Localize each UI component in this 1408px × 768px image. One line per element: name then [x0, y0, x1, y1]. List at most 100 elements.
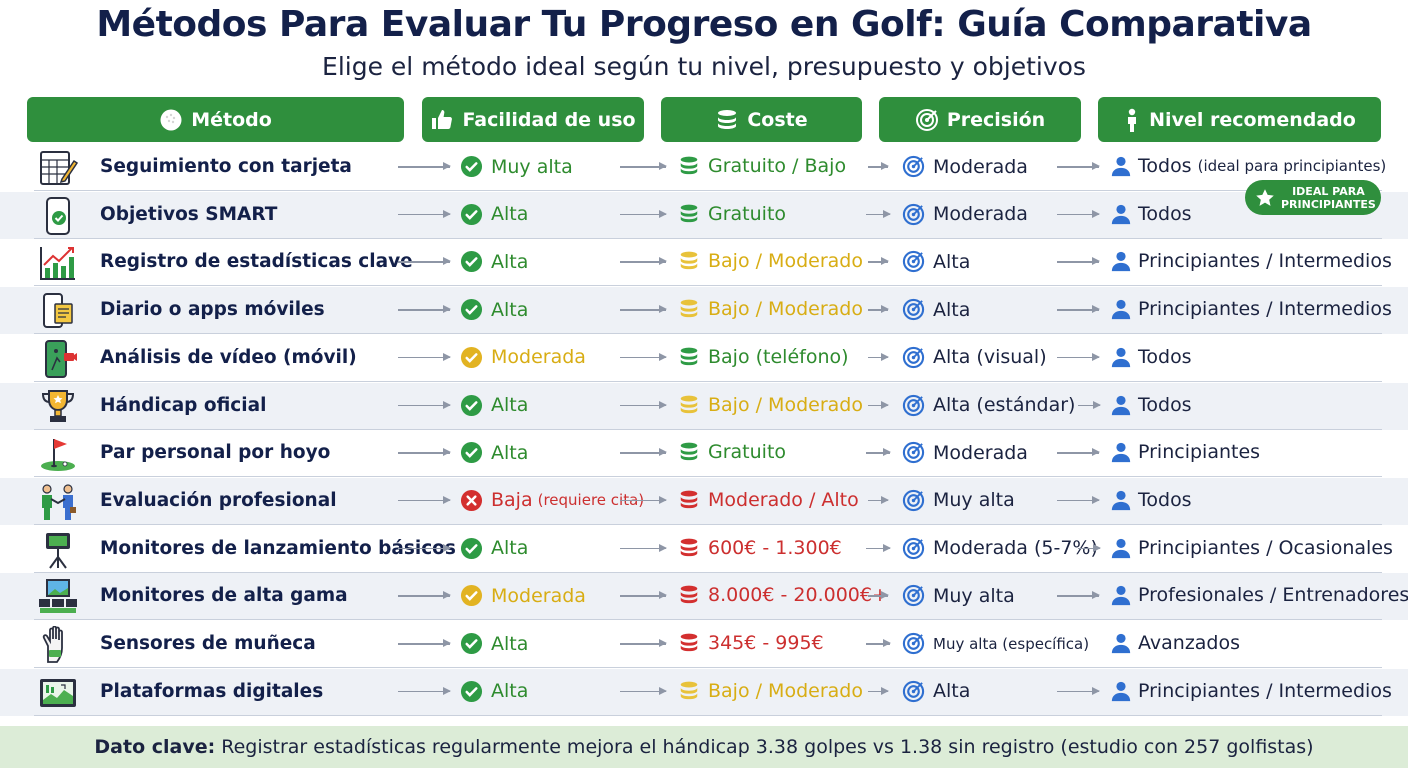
cost-cell: Bajo / Moderado	[678, 298, 863, 320]
arrow-icon	[866, 544, 891, 551]
cost-value: Moderado / Alto	[708, 488, 859, 511]
arrow-icon	[1057, 163, 1100, 169]
row-divider	[34, 619, 1382, 621]
method-name: Registro de estadísticas clave	[100, 251, 413, 273]
target-icon	[902, 203, 925, 225]
ease-value: Alta	[491, 680, 529, 703]
cost-value: Gratuito / Bajo	[708, 155, 847, 177]
key-fact-text: Registrar estadísticas regularmente mejo…	[221, 736, 1314, 758]
cost-cell: Gratuito	[678, 203, 786, 225]
precision-cell: Moderada (5-7%)	[902, 537, 1098, 560]
ease-cell: Moderada	[460, 346, 586, 369]
precision-cell: Alta (estándar)	[902, 394, 1075, 417]
arrow-icon	[620, 353, 667, 360]
bar-chart-growth-icon	[38, 244, 78, 282]
golf-ball-icon	[160, 109, 182, 130]
table-row: Hándicap oficial Alta Bajo / Moderado Alta …	[0, 382, 1408, 430]
precision-value: Alta	[933, 250, 971, 273]
ease-cell: Alta	[460, 441, 528, 464]
arrow-icon	[398, 544, 451, 551]
ease-cell: Alta	[460, 632, 528, 655]
precision-cell: Alta (visual)	[902, 346, 1047, 369]
arrow-icon	[868, 687, 889, 694]
header-method: Método	[27, 97, 404, 142]
arrow-icon	[1057, 306, 1100, 313]
arrow-icon	[1057, 210, 1100, 217]
cost-value: Bajo / Moderado	[708, 393, 863, 416]
arrow-icon	[398, 687, 451, 694]
arrow-icon	[620, 163, 667, 169]
arrow-icon	[620, 496, 667, 503]
level-value: Todos	[1138, 345, 1192, 368]
method-name: Monitores de alta gama	[100, 585, 348, 607]
arrow-icon	[1057, 449, 1100, 456]
coins-stack-icon	[718, 109, 737, 129]
person-icon	[1111, 299, 1131, 320]
ease-value: Moderada	[491, 584, 586, 607]
cost-value: Gratuito	[708, 202, 787, 225]
arrow-icon	[620, 210, 667, 217]
target-icon	[902, 442, 925, 464]
table-row: Par personal por hoyo Alta Gratuito Moderad…	[0, 430, 1408, 478]
coins-stack-icon	[680, 490, 698, 509]
coins-stack-icon	[680, 156, 698, 175]
header-level: Nivel recomendado	[1098, 97, 1381, 142]
level-cell: Profesionales / Entrenadores	[1110, 584, 1408, 606]
precision-value: Alta (visual)	[933, 346, 1047, 369]
coins-stack-icon	[680, 633, 698, 652]
person-icon	[1111, 538, 1131, 558]
level-value: Avanzados	[1138, 632, 1241, 654]
phone-notebook-icon	[38, 292, 78, 330]
coins-stack-icon	[680, 299, 698, 318]
person-icon	[1111, 156, 1131, 177]
check-circle-icon	[460, 155, 483, 178]
level-cell: Principiantes / Intermedios	[1110, 680, 1392, 702]
person-icon	[1111, 681, 1131, 701]
ease-cell: Muy alta	[460, 155, 573, 178]
thumbs-up-icon	[432, 109, 453, 129]
check-circle-icon	[460, 251, 483, 273]
smartphone-check-icon	[38, 196, 78, 235]
key-fact-banner: Dato clave: Registrar estadísticas regul…	[0, 726, 1408, 768]
golf-glove-icon	[38, 625, 78, 664]
ease-cell: Alta	[460, 298, 528, 321]
arrow-icon	[620, 687, 667, 694]
arrow-icon	[620, 401, 667, 408]
target-icon	[902, 251, 925, 273]
precision-cell: Alta	[902, 298, 970, 321]
arrow-icon	[868, 353, 889, 360]
arrow-icon	[1057, 687, 1100, 694]
ease-value: Alta	[491, 632, 529, 655]
ease-value: Alta	[491, 394, 529, 416]
cost-value: 345€ - 995€	[708, 632, 824, 654]
level-value: Principiantes / Intermedios	[1138, 298, 1392, 321]
badge-line-1: IDEAL PARA	[1292, 184, 1365, 198]
table-row: Análisis de vídeo (móvil) Moderada Bajo (t…	[0, 335, 1408, 382]
trophy-icon	[38, 388, 78, 426]
precision-cell: Moderada	[902, 441, 1028, 464]
arrow-icon	[868, 258, 889, 265]
ease-cell: Alta	[460, 680, 528, 703]
level-cell: Principiantes / Intermedios	[1110, 298, 1392, 320]
cost-cell: Bajo (teléfono)	[678, 346, 849, 368]
cost-cell: Bajo / Moderado	[678, 680, 863, 702]
arrow-icon	[1078, 544, 1101, 551]
cost-cell: 8.000€ - 20.000€+	[678, 584, 888, 606]
ease-note: (requiere cita)	[537, 491, 645, 510]
cost-value: 600€ - 1.300€	[708, 536, 842, 559]
arrow-icon	[620, 306, 667, 313]
table-row: Registro de estadísticas clave Alta Bajo /…	[0, 239, 1408, 287]
level-cell: Todos	[1110, 346, 1192, 368]
arrow-icon	[398, 496, 451, 503]
coins-stack-icon	[680, 442, 698, 461]
arrow-icon	[868, 306, 889, 313]
check-circle-icon	[460, 585, 483, 607]
target-icon	[902, 346, 925, 368]
precision-value: Alta	[933, 680, 971, 703]
precision-value: Moderada	[933, 441, 1028, 464]
precision-value: Alta (estándar)	[933, 394, 1076, 416]
golf-flag-icon	[38, 435, 78, 473]
precision-cell: Alta	[902, 250, 970, 273]
target-icon	[902, 298, 925, 321]
cost-cell: 345€ - 995€	[678, 632, 824, 654]
